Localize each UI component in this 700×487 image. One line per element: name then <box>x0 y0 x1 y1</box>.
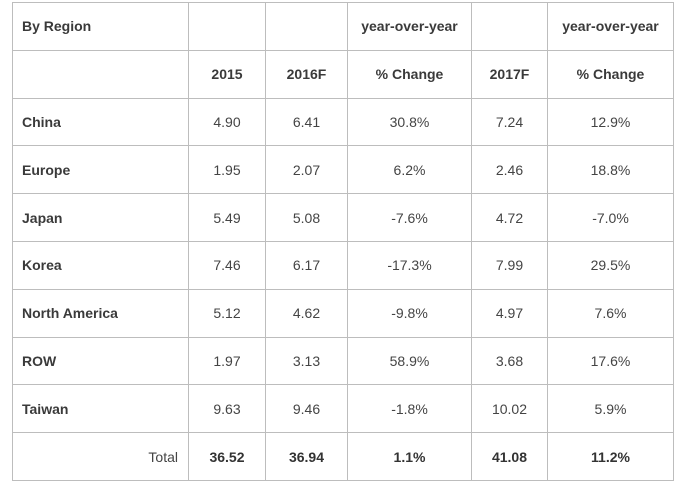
total-row: Total 36.52 36.94 1.1% 41.08 11.2% <box>12 432 674 481</box>
total-change-2016: 1.1% <box>347 432 472 481</box>
value-2017f: 10.02 <box>471 384 548 434</box>
change-2017: 29.5% <box>547 240 674 290</box>
group-header-row: By Region year-over-year year-over-year <box>12 2 674 51</box>
column-header-change-2016: % Change <box>347 49 472 99</box>
total-change-2017: 11.2% <box>547 432 674 481</box>
empty-header-cell <box>265 2 348 51</box>
empty-header-cell <box>12 49 189 99</box>
value-2016f: 2.07 <box>265 145 348 195</box>
total-2015: 36.52 <box>188 432 266 481</box>
change-2016: -9.8% <box>347 288 472 338</box>
region-name: China <box>12 97 189 147</box>
value-2015: 7.46 <box>188 240 266 290</box>
region-name: Europe <box>12 145 189 195</box>
group-header-yoy-2017: year-over-year <box>547 2 674 51</box>
change-2017: -7.0% <box>547 193 674 242</box>
column-header-row: 2015 2016F % Change 2017F % Change <box>12 49 674 99</box>
group-header-yoy-2016: year-over-year <box>347 2 472 51</box>
value-2017f: 4.72 <box>471 193 548 242</box>
total-2017f: 41.08 <box>471 432 548 481</box>
value-2015: 1.97 <box>188 336 266 386</box>
change-2017: 18.8% <box>547 145 674 195</box>
region-table: By Region year-over-year year-over-year … <box>12 2 674 481</box>
table-row: ROW 1.97 3.13 58.9% 3.68 17.6% <box>12 336 674 386</box>
value-2015: 5.12 <box>188 288 266 338</box>
value-2017f: 2.46 <box>471 145 548 195</box>
table-row: Japan 5.49 5.08 -7.6% 4.72 -7.0% <box>12 193 674 242</box>
total-label: Total <box>12 432 189 481</box>
region-name: ROW <box>12 336 189 386</box>
table-row: Europe 1.95 2.07 6.2% 2.46 18.8% <box>12 145 674 195</box>
table-row: Korea 7.46 6.17 -17.3% 7.99 29.5% <box>12 240 674 290</box>
value-2016f: 4.62 <box>265 288 348 338</box>
column-header-2015: 2015 <box>188 49 266 99</box>
value-2016f: 5.08 <box>265 193 348 242</box>
column-header-2016f: 2016F <box>265 49 348 99</box>
table-row: North America 5.12 4.62 -9.8% 4.97 7.6% <box>12 288 674 338</box>
value-2015: 5.49 <box>188 193 266 242</box>
value-2016f: 9.46 <box>265 384 348 434</box>
value-2016f: 6.41 <box>265 97 348 147</box>
change-2017: 7.6% <box>547 288 674 338</box>
value-2017f: 7.99 <box>471 240 548 290</box>
column-header-2017f: 2017F <box>471 49 548 99</box>
change-2017: 17.6% <box>547 336 674 386</box>
change-2016: 58.9% <box>347 336 472 386</box>
table-row: China 4.90 6.41 30.8% 7.24 12.9% <box>12 97 674 147</box>
empty-header-cell <box>188 2 266 51</box>
value-2017f: 3.68 <box>471 336 548 386</box>
corner-label: By Region <box>12 2 189 51</box>
total-2016f: 36.94 <box>265 432 348 481</box>
value-2017f: 7.24 <box>471 97 548 147</box>
region-name: North America <box>12 288 189 338</box>
value-2015: 1.95 <box>188 145 266 195</box>
value-2015: 4.90 <box>188 97 266 147</box>
change-2016: -7.6% <box>347 193 472 242</box>
value-2015: 9.63 <box>188 384 266 434</box>
value-2016f: 3.13 <box>265 336 348 386</box>
value-2017f: 4.97 <box>471 288 548 338</box>
change-2016: 30.8% <box>347 97 472 147</box>
change-2016: 6.2% <box>347 145 472 195</box>
region-name: Korea <box>12 240 189 290</box>
change-2016: -1.8% <box>347 384 472 434</box>
change-2017: 5.9% <box>547 384 674 434</box>
change-2017: 12.9% <box>547 97 674 147</box>
empty-header-cell <box>471 2 548 51</box>
change-2016: -17.3% <box>347 240 472 290</box>
value-2016f: 6.17 <box>265 240 348 290</box>
table-row: Taiwan 9.63 9.46 -1.8% 10.02 5.9% <box>12 384 674 434</box>
region-table-container: By Region year-over-year year-over-year … <box>12 2 674 481</box>
column-header-change-2017: % Change <box>547 49 674 99</box>
region-name: Taiwan <box>12 384 189 434</box>
region-name: Japan <box>12 193 189 242</box>
